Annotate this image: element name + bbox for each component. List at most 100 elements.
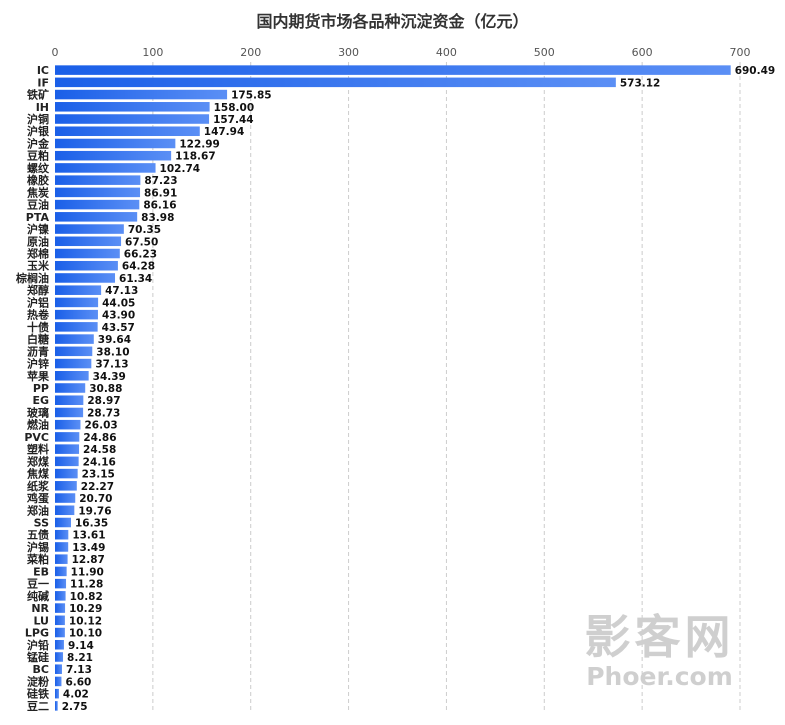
- value-label: 16.35: [75, 517, 108, 529]
- category-label: 原油: [27, 234, 49, 248]
- category-label: 燃油: [26, 418, 49, 432]
- value-label: 70.35: [128, 224, 161, 236]
- category-label: 塑料: [27, 442, 49, 456]
- bar: [55, 529, 69, 540]
- category-label: 橡胶: [27, 173, 49, 187]
- bar: [55, 248, 120, 259]
- category-label: 沪铝: [27, 295, 49, 309]
- category-label: LU: [33, 614, 49, 627]
- value-label: 86.16: [143, 200, 176, 212]
- value-label: 8.21: [67, 652, 93, 664]
- bar: [55, 456, 79, 467]
- category-label: 沪铅: [27, 638, 49, 652]
- value-label: 20.70: [79, 493, 112, 505]
- value-labels: 690.49 573.12 175.85158.00157.44147.94122.…: [62, 65, 776, 713]
- category-label: NR: [31, 602, 49, 615]
- value-label: 38.10: [96, 346, 129, 358]
- category-label: 豆粕: [27, 149, 49, 163]
- bar: [55, 542, 69, 552]
- category-label: 十债: [27, 320, 49, 334]
- bar: [55, 652, 64, 662]
- value-label: 47.13: [105, 285, 138, 297]
- bar: [55, 163, 156, 173]
- bar: [55, 77, 616, 88]
- bar: [55, 187, 141, 198]
- category-label: 铁矿: [27, 88, 49, 102]
- value-label: 573.12: [620, 77, 661, 89]
- value-label: 10.29: [69, 603, 102, 615]
- watermark-text-en: Phoer.com: [586, 662, 733, 691]
- value-label: 10.10: [69, 628, 102, 640]
- value-label: 158.00: [214, 102, 255, 114]
- bar: [55, 383, 86, 393]
- bar: [55, 591, 66, 601]
- category-label: PVC: [24, 431, 49, 444]
- value-label: 43.90: [102, 310, 135, 322]
- category-label: 郑棉: [27, 247, 49, 261]
- value-label: 11.90: [71, 566, 104, 578]
- grid-lines: [152, 62, 741, 712]
- value-label: 13.61: [72, 530, 105, 542]
- bar: [55, 407, 84, 418]
- value-label: 37.13: [95, 359, 128, 371]
- bar: [55, 701, 58, 711]
- bar: [55, 627, 65, 638]
- value-label: 22.27: [81, 481, 114, 493]
- category-label: IF: [37, 76, 49, 89]
- bar: [55, 371, 89, 381]
- bar: [55, 468, 78, 479]
- bar: [55, 615, 65, 626]
- value-label: 122.99: [179, 138, 220, 150]
- bar: [55, 297, 99, 308]
- x-tick-label: 700: [730, 46, 751, 59]
- category-label: IH: [36, 101, 49, 114]
- category-label: 五债: [27, 528, 49, 542]
- bar: [55, 432, 80, 442]
- category-label: 玻璃: [27, 405, 49, 419]
- value-label: 86.91: [144, 187, 177, 199]
- x-axis-ticks: 0 100 200 300 400 500 600 700: [52, 46, 751, 59]
- value-label: 19.76: [78, 505, 111, 517]
- value-label: 67.50: [125, 236, 158, 248]
- watermark-text-cn: 影客网: [584, 610, 735, 664]
- category-label: IC: [37, 64, 49, 77]
- bar: [55, 65, 731, 75]
- bar: [55, 102, 210, 112]
- bar: [55, 517, 71, 528]
- value-label: 34.39: [93, 371, 126, 383]
- value-label: 690.49: [735, 65, 776, 77]
- value-label: 24.86: [83, 432, 116, 444]
- category-label: BC: [33, 663, 49, 676]
- value-label: 9.14: [68, 640, 94, 652]
- bar: [55, 505, 75, 516]
- bar: [55, 138, 176, 149]
- category-label: 豆一: [27, 578, 49, 591]
- category-labels: ICIF铁矿IH沪铜沪银沪金豆粕螺纹橡胶焦炭豆油PTA沪镍原油郑棉玉米棕榈油郑醇…: [15, 64, 50, 713]
- bar: [55, 358, 92, 369]
- category-label: 白糖: [27, 332, 49, 346]
- value-label: 66.23: [124, 249, 157, 261]
- value-label: 2.75: [62, 701, 88, 713]
- bar: [55, 236, 122, 247]
- bar: [55, 566, 67, 577]
- bar: [55, 175, 141, 185]
- value-label: 28.73: [87, 407, 120, 419]
- x-tick-label: 0: [52, 46, 59, 59]
- value-label: 28.97: [87, 395, 120, 407]
- category-label: PTA: [26, 211, 50, 224]
- bar: [55, 444, 80, 454]
- category-label: 硅铁: [27, 687, 49, 701]
- value-label: 6.60: [65, 676, 91, 688]
- category-label: 沪铜: [27, 112, 49, 126]
- value-label: 118.67: [175, 151, 216, 163]
- x-tick-label: 100: [142, 46, 163, 59]
- value-label: 147.94: [204, 126, 245, 138]
- bar: [55, 114, 210, 124]
- category-label: 纸浆: [27, 479, 50, 493]
- category-label: 苹果: [27, 369, 49, 383]
- bar: [55, 481, 77, 491]
- category-label: 焦炭: [26, 185, 49, 199]
- value-label: 10.12: [69, 615, 102, 627]
- watermark-logo: 影客网 Phoer.com: [572, 614, 747, 689]
